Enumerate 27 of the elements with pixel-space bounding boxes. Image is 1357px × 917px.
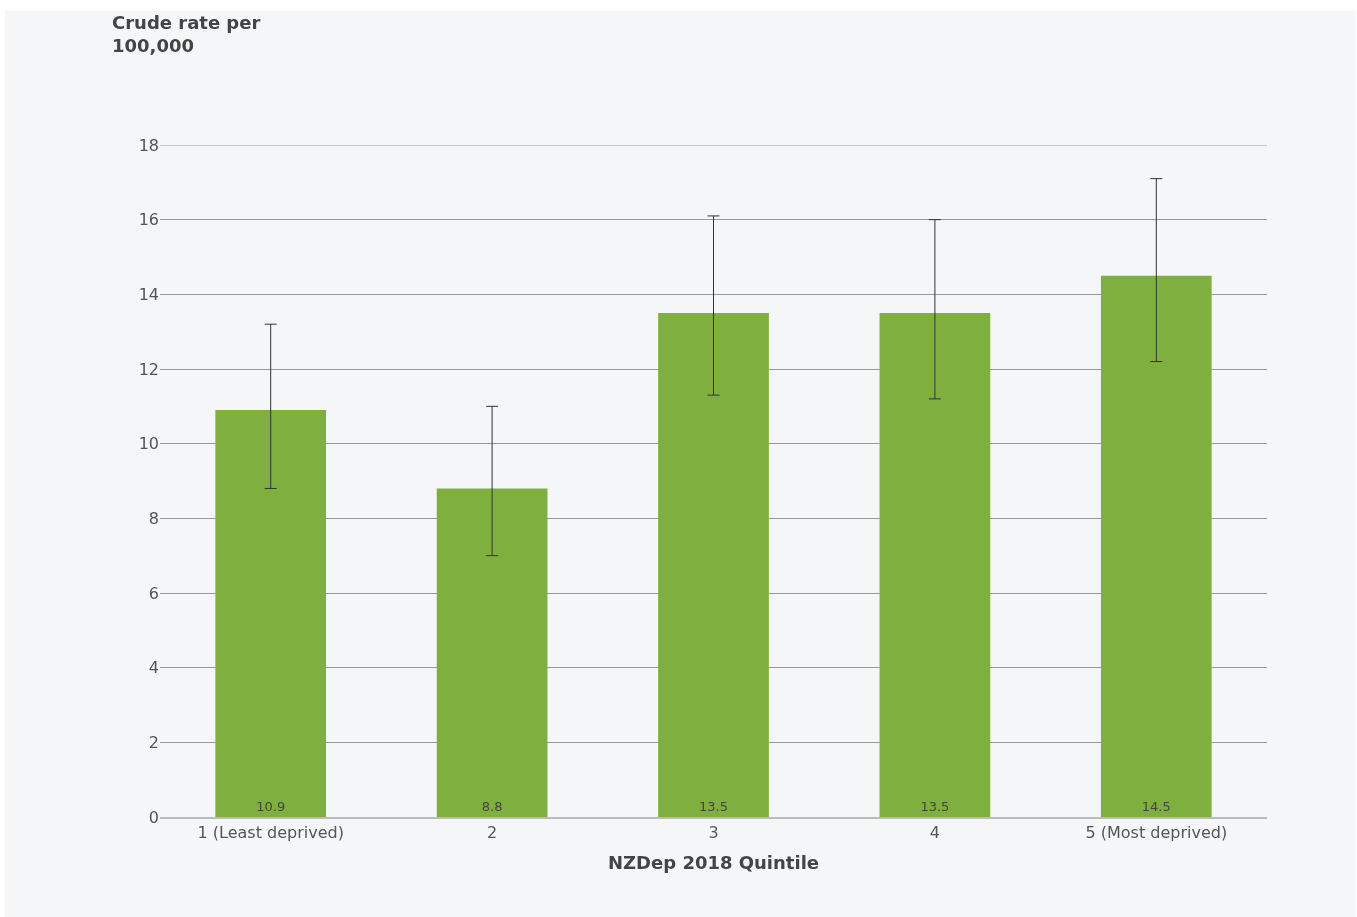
x-tick-label: 1 (Least deprived) <box>197 823 344 843</box>
bar <box>658 313 769 817</box>
y-axis-title: Crude rate per 100,000 <box>112 12 261 57</box>
y-tick-label: 10 <box>138 434 159 454</box>
y-tick-label: 0 <box>148 807 159 827</box>
data-label: 13.5 <box>920 799 950 814</box>
x-tick-label: 3 <box>708 823 719 843</box>
y-tick-label: 4 <box>148 658 159 678</box>
y-tick-label: 2 <box>148 732 159 752</box>
y-tick-label: 18 <box>138 135 159 155</box>
data-label: 8.8 <box>481 799 503 814</box>
x-tick-label: 5 (Most deprived) <box>1085 823 1228 843</box>
x-tick-label: 4 <box>929 823 940 843</box>
x-tick-label: 2 <box>487 823 498 843</box>
data-label: 13.5 <box>699 799 728 814</box>
y-tick-label: 6 <box>148 583 159 603</box>
data-label: 10.9 <box>256 799 286 814</box>
y-tick-label: 8 <box>148 508 159 528</box>
y-tick-label: 12 <box>138 359 159 379</box>
y-tick-label: 16 <box>138 210 159 230</box>
bar <box>1100 275 1212 817</box>
y-tick-label: 14 <box>138 284 159 304</box>
bar <box>879 313 991 817</box>
x-axis-title: NZDep 2018 Quintile <box>607 851 820 873</box>
bar <box>436 488 548 817</box>
bar <box>215 410 327 817</box>
data-label: 14.5 <box>1141 799 1171 814</box>
